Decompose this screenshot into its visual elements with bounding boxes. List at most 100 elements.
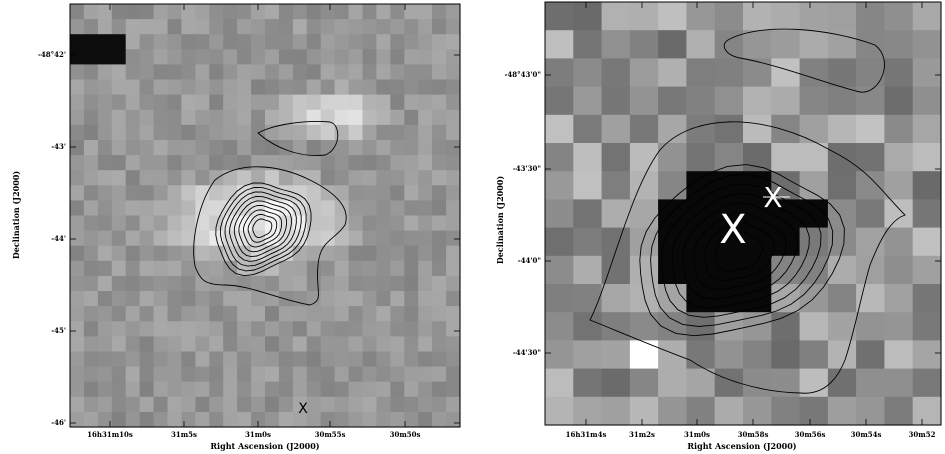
image-pixel — [390, 351, 405, 368]
image-pixel — [181, 291, 196, 307]
image-pixel — [348, 185, 364, 201]
left-y-tick-label: -43' — [51, 142, 66, 151]
image-pixel — [446, 19, 461, 35]
contour — [193, 166, 347, 306]
image-pixel — [658, 30, 687, 59]
left-x-tick-label: 31m0s — [245, 430, 271, 439]
image-pixel — [167, 396, 182, 413]
image-pixel — [320, 64, 336, 81]
image-pixel — [292, 64, 308, 81]
image-pixel — [209, 19, 224, 35]
image-pixel — [884, 86, 914, 116]
image-pixel — [601, 143, 631, 172]
image-pixel — [278, 140, 294, 156]
image-pixel — [320, 260, 336, 277]
image-pixel — [601, 396, 631, 426]
image-pixel — [139, 94, 155, 111]
right-y-tick-label: -43'30" — [513, 164, 541, 173]
image-pixel — [97, 411, 113, 428]
image-pixel — [265, 34, 280, 50]
image-pixel — [223, 4, 238, 20]
image-pixel — [743, 227, 772, 257]
image-pixel — [418, 351, 433, 368]
image-pixel — [658, 284, 687, 313]
image-pixel — [223, 124, 238, 141]
image-pixel — [111, 291, 127, 307]
image-pixel — [83, 34, 99, 50]
image-pixel — [153, 34, 169, 50]
image-pixel — [223, 306, 238, 322]
image-pixel — [432, 49, 447, 65]
image-pixel — [348, 260, 364, 277]
image-pixel — [251, 4, 266, 20]
image-pixel — [799, 396, 829, 426]
image-pixel — [181, 321, 196, 337]
image-pixel — [306, 260, 322, 277]
image-pixel — [629, 227, 659, 257]
image-pixel — [390, 140, 405, 156]
contour — [650, 173, 834, 327]
image-pixel — [404, 381, 419, 398]
image-pixel — [181, 230, 196, 247]
image-pixel — [292, 366, 308, 383]
image-pixel — [686, 86, 716, 116]
image-pixel — [111, 381, 127, 398]
image-pixel — [376, 79, 391, 96]
image-pixel — [223, 275, 238, 292]
image-pixel — [209, 4, 224, 20]
image-pixel — [432, 4, 447, 20]
left-y-tick-label: -46' — [51, 418, 66, 427]
image-pixel — [278, 260, 294, 277]
image-pixel — [334, 94, 350, 111]
image-pixel — [827, 86, 857, 116]
image-pixel — [251, 155, 266, 171]
image-pixel — [251, 396, 266, 413]
image-pixel — [306, 49, 322, 65]
image-pixel — [418, 49, 433, 65]
contour — [723, 28, 885, 93]
image-pixel — [432, 321, 447, 337]
image-pixel — [799, 86, 829, 116]
image-pixel — [912, 312, 942, 341]
image-pixel — [686, 340, 716, 370]
image-pixel — [278, 336, 294, 353]
image-pixel — [153, 185, 169, 201]
image-pixel — [195, 94, 210, 111]
image-pixel — [686, 227, 716, 257]
image-pixel — [306, 306, 322, 322]
image-pixel — [334, 79, 350, 96]
image-pixel — [167, 109, 182, 126]
image-pixel — [545, 2, 574, 31]
image-pixel — [418, 124, 433, 141]
image-pixel — [292, 124, 308, 141]
image-pixel — [153, 306, 169, 322]
image-pixel — [237, 366, 252, 383]
image-pixel — [251, 140, 266, 156]
image-pixel — [362, 109, 377, 126]
image-pixel — [223, 396, 238, 413]
image-pixel — [195, 19, 210, 35]
image-pixel — [629, 368, 659, 398]
image-pixel — [167, 155, 182, 171]
image-pixel — [545, 58, 574, 88]
image-pixel — [278, 94, 294, 111]
image-pixel — [390, 170, 405, 186]
right-image-pixels — [545, 2, 942, 426]
image-pixel — [856, 284, 885, 313]
image-pixel — [799, 143, 829, 172]
image-pixel — [827, 255, 857, 285]
image-pixel — [432, 124, 447, 141]
contour — [238, 205, 287, 253]
image-pixel — [446, 366, 461, 383]
image-pixel — [348, 19, 364, 35]
image-pixel — [70, 366, 85, 383]
image-pixel — [278, 109, 294, 126]
right-tick-marks — [545, 2, 941, 425]
image-pixel — [209, 351, 224, 368]
image-pixel — [446, 140, 461, 156]
image-pixel — [418, 396, 433, 413]
image-pixel — [320, 321, 336, 337]
image-pixel — [362, 170, 377, 186]
image-pixel — [686, 368, 716, 398]
image-pixel — [209, 124, 224, 141]
